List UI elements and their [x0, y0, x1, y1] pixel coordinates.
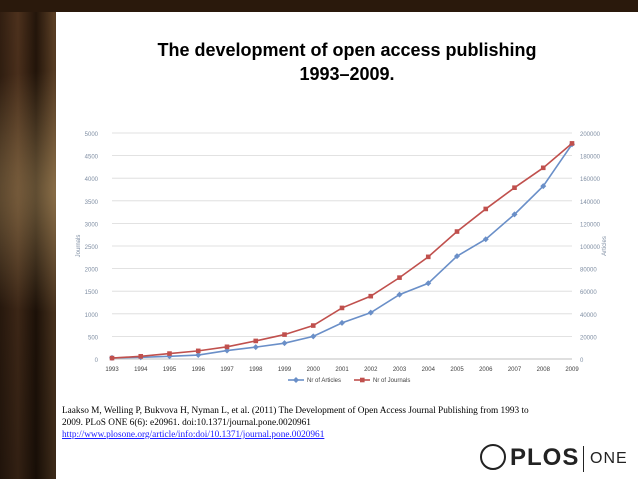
x-tick-label: 2000	[307, 367, 321, 373]
data-point-articles	[425, 280, 432, 287]
data-point-journals	[138, 353, 144, 359]
x-tick-label: 1993	[105, 367, 119, 373]
y-left-tick-label: 4000	[85, 177, 99, 183]
data-point-journals	[397, 275, 402, 280]
x-tick-label: 2008	[537, 367, 551, 373]
data-point-articles	[252, 344, 259, 351]
y-right-tick-label: 120000	[580, 222, 601, 228]
data-point-journals	[310, 323, 316, 328]
y-right-tick-label: 40000	[580, 313, 597, 319]
data-point-journals	[109, 355, 115, 361]
chart-legend: Nr of Articles Nr of Journals	[288, 377, 410, 384]
plos-wordmark: PLOS	[510, 444, 580, 471]
legend-marker	[360, 377, 365, 383]
data-point-articles	[511, 211, 518, 218]
y-left-tick-label: 1000	[85, 313, 99, 319]
y-right-axis-label: Articles	[602, 236, 608, 256]
x-axis: 1993 1994 1995 1996 1997 1998 1999 2000 2001 2002…	[105, 358, 579, 373]
y-right-tick-label: 180000	[580, 155, 601, 161]
data-point-articles	[540, 183, 547, 190]
x-tick-label: 2004	[422, 367, 436, 373]
data-point-articles	[396, 291, 403, 298]
x-tick-label: 1996	[192, 367, 206, 373]
y-right-tick-label: 0	[580, 358, 584, 364]
data-point-journals	[368, 293, 374, 299]
x-tick-label: 1995	[163, 367, 177, 373]
y-left-tick-label: 4500	[85, 155, 99, 161]
data-point-journals	[483, 206, 489, 212]
data-point-articles	[367, 309, 374, 316]
x-tick-label: 2007	[508, 367, 522, 373]
x-tick-label: 1999	[278, 367, 292, 373]
y-left-tick-label: 3000	[85, 222, 99, 228]
data-point-articles	[454, 253, 460, 260]
y-axis-left: 0 500 1000 1500 2000 2500 3000 3500 4000 4500 5000…	[76, 132, 99, 364]
y-left-tick-label: 500	[88, 335, 99, 341]
x-tick-label: 2002	[364, 367, 378, 373]
top-band	[0, 0, 638, 12]
chart-grid	[112, 132, 572, 360]
data-point-articles	[339, 319, 345, 326]
y-axis-right: 0 20000 40000 60000 80000 100000 120000 140000 1…	[580, 132, 608, 364]
y-left-tick-label: 2000	[85, 268, 99, 274]
citation-line1: Laakso M, Welling P, Bukvova H, Nyman L,…	[62, 406, 529, 416]
x-tick-label: 2001	[335, 367, 349, 373]
data-point-journals	[454, 229, 460, 234]
data-point-journals	[282, 332, 287, 337]
y-left-tick-label: 3500	[85, 200, 99, 206]
citation: Laakso M, Welling P, Bukvova H, Nyman L,…	[62, 405, 632, 441]
y-right-tick-label: 100000	[580, 245, 601, 251]
data-point-articles	[482, 236, 489, 243]
slide-panel	[56, 12, 638, 479]
slide-title-line2: 1993–2009.	[299, 64, 395, 84]
y-right-tick-label: 160000	[580, 177, 601, 183]
legend-label: Nr of Journals	[373, 378, 410, 384]
growth-line-chart: 0 500 1000 1500 2000 2500 3000 3500 4000 4500 5000…	[76, 132, 608, 384]
y-right-tick-label: 60000	[580, 290, 597, 296]
data-point-journals	[425, 254, 431, 260]
series-line	[111, 142, 573, 359]
data-point-journals	[540, 165, 546, 171]
x-tick-label: 2005	[450, 367, 464, 373]
data-point-journals	[224, 344, 230, 350]
data-point-articles	[310, 333, 317, 340]
citation-link[interactable]: http://www.plosone.org/article/info:doi/…	[62, 430, 325, 440]
legend-label: Nr of Articles	[307, 378, 341, 384]
y-right-tick-label: 140000	[580, 200, 601, 206]
data-point-articles	[195, 352, 202, 359]
plos-globe-icon	[480, 444, 506, 470]
logo-separator	[583, 446, 584, 472]
data-point-journals	[512, 185, 517, 190]
y-left-tick-label: 0	[95, 358, 99, 364]
y-left-tick-label: 5000	[85, 132, 99, 138]
data-point-journals	[195, 348, 201, 354]
x-tick-label: 2006	[479, 367, 493, 373]
y-right-tick-label: 20000	[580, 335, 597, 341]
slide-title: The development of open access publishin…	[56, 38, 638, 86]
slide-title-line1: The development of open access publishin…	[157, 40, 537, 60]
legend-marker	[293, 377, 299, 383]
data-point-journals	[569, 141, 575, 146]
data-point-articles	[281, 340, 288, 347]
x-tick-label: 1997	[220, 367, 234, 373]
y-right-tick-label: 80000	[580, 268, 597, 274]
plos-one-logo: PLOS ONE	[478, 442, 628, 474]
x-tick-label: 2003	[393, 367, 407, 373]
y-left-tick-label: 1500	[85, 290, 99, 296]
x-tick-label: 1994	[134, 367, 148, 373]
series-lines	[109, 141, 575, 361]
data-point-journals	[167, 351, 172, 356]
x-tick-label: 2009	[565, 367, 579, 373]
one-wordmark: ONE	[590, 450, 628, 467]
x-tick-label: 1998	[249, 367, 263, 373]
y-left-tick-label: 2500	[85, 245, 99, 251]
data-point-journals	[253, 338, 259, 344]
y-left-axis-label: Journals	[76, 235, 82, 258]
data-point-journals	[339, 305, 345, 311]
citation-line2: 2009. PLoS ONE 6(6): e20961. doi:10.1371…	[62, 418, 311, 428]
y-right-tick-label: 200000	[580, 132, 601, 138]
